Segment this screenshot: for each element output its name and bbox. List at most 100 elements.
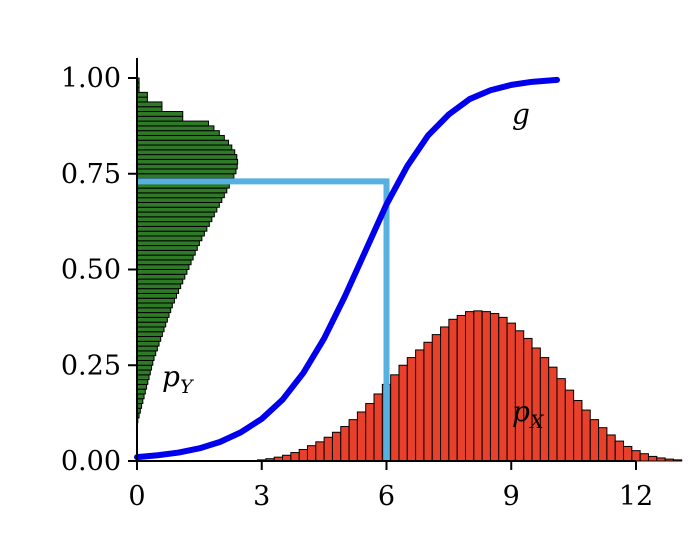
px-bar — [306, 445, 317, 462]
py-bar — [136, 359, 154, 366]
py-bar — [136, 312, 170, 318]
px-bar — [573, 399, 583, 462]
py-histogram — [136, 77, 239, 424]
py-bar — [136, 283, 182, 290]
px-bar — [598, 427, 608, 462]
py-bar — [136, 326, 165, 333]
py-bar — [136, 144, 233, 151]
px-bar — [431, 334, 442, 462]
py-bar — [136, 302, 173, 309]
py-bar — [136, 297, 175, 304]
px-bar — [290, 452, 300, 462]
py-bar — [136, 139, 229, 146]
py-bar — [136, 350, 157, 357]
py-bar — [136, 197, 223, 203]
x-tick-label: 12 — [619, 481, 653, 512]
py-bar — [136, 154, 238, 160]
x-tick-label: 6 — [378, 481, 395, 512]
px-bar — [365, 403, 375, 462]
py-bar — [136, 130, 220, 136]
x-ticks: 0 3 6 9 12 — [128, 461, 653, 512]
py-bar — [136, 292, 178, 299]
py-bar — [136, 106, 163, 113]
py-bar — [136, 149, 236, 156]
py-bar — [136, 216, 213, 223]
py-bar — [136, 230, 205, 237]
px-bar — [506, 322, 516, 462]
px-bar — [672, 459, 683, 462]
px-bar — [581, 409, 591, 462]
x-tick-label: 3 — [253, 481, 270, 512]
py-bar — [136, 134, 225, 141]
py-label-sub: Y — [180, 376, 195, 398]
py-bar — [136, 125, 215, 132]
px-bar — [348, 419, 358, 462]
px-bar — [356, 411, 367, 462]
py-bar — [136, 221, 210, 227]
px-bar — [398, 364, 408, 462]
py-bar — [136, 336, 162, 342]
px-bar — [473, 310, 483, 462]
py-bar — [136, 273, 186, 280]
px-label-sub: X — [528, 411, 545, 433]
py-bar — [136, 115, 184, 122]
py-bar — [136, 340, 160, 347]
g-label: g — [512, 98, 530, 131]
py-bar — [136, 355, 155, 361]
py-label: pY — [162, 360, 195, 398]
py-bar — [136, 91, 148, 98]
y-tick-label: 0.50 — [61, 255, 121, 286]
py-bar — [136, 259, 192, 266]
px-bar — [331, 431, 342, 462]
px-bar — [373, 393, 383, 462]
py-bar — [136, 235, 203, 242]
px-bar — [656, 457, 666, 462]
marker-line — [137, 178, 390, 461]
py-bar — [136, 393, 145, 400]
py-bar — [136, 111, 184, 117]
px-bar — [556, 378, 566, 462]
px-bar — [456, 314, 467, 462]
py-bar — [136, 96, 148, 103]
px-bar — [614, 440, 625, 462]
px-bar — [531, 347, 541, 462]
py-bar — [136, 168, 237, 175]
py-bar — [136, 369, 151, 376]
py-bar — [136, 225, 208, 232]
y-tick-label: 0.25 — [61, 350, 121, 381]
py-bar — [136, 374, 150, 381]
y-tick-label: 0.75 — [61, 159, 121, 190]
px-bar — [481, 311, 491, 462]
px-bar — [606, 434, 616, 462]
px-bar — [647, 455, 658, 462]
px-bar — [489, 313, 500, 462]
px-bar — [548, 366, 558, 462]
py-bar — [136, 288, 180, 294]
px-bar — [315, 441, 325, 462]
px-bar — [564, 389, 575, 462]
x-tick-label: 0 — [128, 481, 145, 512]
px-bar — [465, 311, 475, 462]
y-ticks: 0.00 0.25 0.50 0.75 1.00 — [61, 63, 137, 477]
px-bar — [406, 357, 417, 462]
py-bar — [136, 240, 200, 247]
px-bar — [623, 445, 633, 462]
py-bar — [136, 278, 184, 285]
py-bar — [136, 158, 239, 165]
py-bar — [136, 249, 196, 256]
px-bar — [340, 426, 350, 462]
py-bar — [136, 187, 228, 194]
py-bar — [136, 383, 148, 390]
px-bar — [631, 450, 641, 462]
py-bar — [136, 345, 158, 352]
px-bar — [423, 341, 433, 462]
px-bar — [498, 316, 508, 462]
py-bar — [136, 307, 172, 314]
px-bar — [415, 349, 425, 462]
py-bar — [136, 316, 168, 323]
px-bar — [390, 374, 400, 462]
px-histogram — [257, 310, 683, 462]
py-bar — [136, 163, 238, 170]
py-bar — [136, 269, 188, 275]
